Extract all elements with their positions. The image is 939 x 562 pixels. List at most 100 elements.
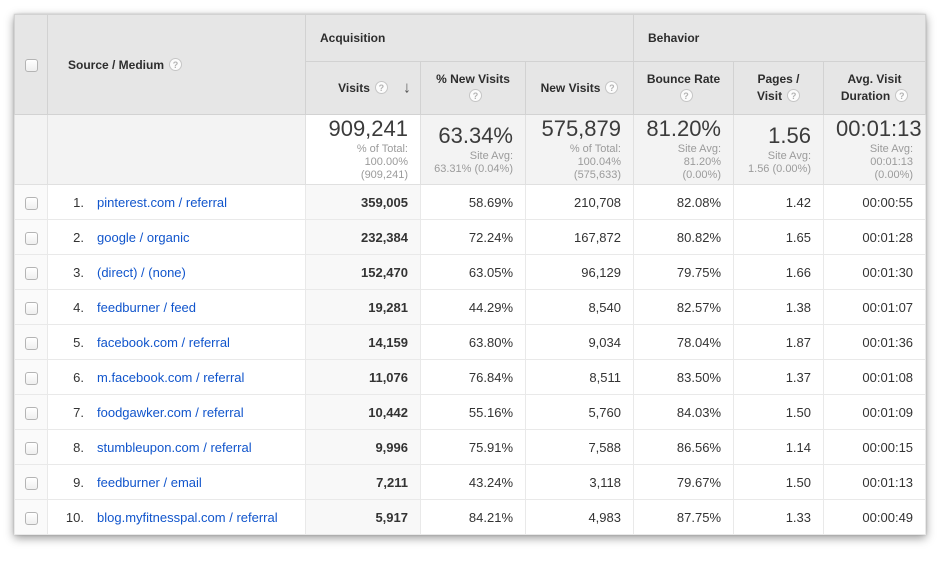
bounce-rate-cell: 84.03% [633, 394, 734, 430]
select-all-checkbox[interactable] [24, 58, 38, 72]
row-checkbox[interactable] [24, 231, 38, 245]
row-checkbox[interactable] [24, 196, 38, 210]
table-row: 5. facebook.com / referral 14,159 63.80% … [14, 324, 927, 360]
pct-new-visits-cell: 63.80% [420, 324, 526, 360]
row-rank: 10. [65, 509, 84, 525]
bounce-rate-cell: 83.50% [633, 359, 734, 395]
table-body: 1. pinterest.com / referral 359,005 58.69… [14, 184, 927, 535]
column-header-bounce-rate[interactable]: Bounce Rate? [633, 61, 734, 115]
source-medium-link[interactable]: blog.myfitnesspal.com / referral [97, 509, 278, 525]
row-rank: 7. [73, 404, 84, 420]
pages-visit-cell: 1.37 [733, 359, 824, 395]
summary-pct-new-subtext: Site Avg: 63.31% (0.04%) [434, 149, 513, 175]
source-medium-link[interactable]: feedburner / email [97, 474, 202, 490]
source-medium-link[interactable]: feedburner / feed [97, 299, 197, 315]
select-all-cell [14, 14, 48, 115]
pages-visit-cell: 1.33 [733, 499, 824, 535]
help-icon[interactable]: ? [787, 89, 801, 102]
bounce-rate-cell: 79.67% [633, 464, 734, 500]
sort-desc-icon: ↓ [403, 79, 411, 97]
avg-duration-cell: 00:00:49 [822, 499, 927, 535]
row-rank: 9. [73, 474, 84, 490]
summary-new-visits-subtext: % of Total: 100.04% (575,633) [569, 143, 621, 181]
summary-duration-value: 00:01:13 [836, 116, 922, 141]
summary-avg-duration: 00:01:13 Site Avg: 00:01:13 (0.00%) [822, 114, 927, 185]
column-header-visits[interactable]: Visits? ↓ [305, 61, 421, 115]
row-checkbox[interactable] [24, 371, 38, 385]
source-medium-link[interactable]: pinterest.com / referral [97, 194, 228, 210]
summary-new-visits-value: 575,879 [541, 116, 621, 141]
source-medium-link[interactable]: m.facebook.com / referral [97, 369, 245, 385]
help-icon[interactable]: ? [605, 80, 619, 94]
summary-visits: 909,241 % of Total: 100.00% (909,241) [305, 114, 421, 185]
column-header-pages-visit[interactable]: Pages / Visit? [733, 61, 824, 115]
bounce-rate-cell: 80.82% [633, 219, 734, 255]
new-visits-cell: 8,511 [525, 359, 634, 395]
pct-new-visits-cell: 43.24% [420, 464, 526, 500]
table-row: 8. stumbleupon.com / referral 9,996 75.91… [14, 429, 927, 465]
summary-pages-visit: 1.56 Site Avg: 1.56 (0.00%) [733, 114, 824, 185]
column-header-row: Visits? ↓ % New Visits? New Visits? Boun… [15, 61, 927, 115]
summary-pages-value: 1.56 [768, 122, 811, 148]
help-icon[interactable]: ? [469, 89, 482, 102]
pages-visit-cell: 1.66 [733, 254, 824, 290]
row-checkbox[interactable] [24, 406, 38, 420]
avg-duration-cell: 00:01:36 [822, 324, 927, 360]
summary-visits-value: 909,241 [328, 116, 408, 141]
column-header-pct-new-visits[interactable]: % New Visits? [420, 61, 526, 115]
help-icon[interactable]: ? [895, 89, 909, 102]
help-icon[interactable]: ? [169, 57, 183, 71]
source-medium-link[interactable]: (direct) / (none) [97, 264, 186, 280]
row-rank: 1. [73, 194, 84, 210]
column-header-source-medium[interactable]: Source / Medium? [47, 14, 306, 115]
table-row: 3. (direct) / (none) 152,470 63.05% 96,12… [14, 254, 927, 290]
new-visits-cell: 8,540 [525, 289, 634, 325]
pages-visit-cell: 1.38 [733, 289, 824, 325]
group-header-behavior: Behavior [632, 14, 927, 62]
visits-cell: 7,211 [305, 464, 421, 500]
source-medium-label: Source / Medium [68, 57, 165, 72]
row-checkbox[interactable] [24, 336, 38, 350]
avg-duration-cell: 00:01:30 [822, 254, 927, 290]
bounce-rate-cell: 79.75% [633, 254, 734, 290]
help-icon[interactable]: ? [374, 80, 388, 94]
row-checkbox[interactable] [24, 266, 38, 280]
summary-pages-subtext: Site Avg: 1.56 (0.00%) [748, 149, 811, 175]
source-medium-link[interactable]: stumbleupon.com / referral [97, 439, 252, 455]
new-visits-cell: 167,872 [525, 219, 634, 255]
source-medium-link[interactable]: google / organic [97, 229, 190, 245]
row-rank: 2. [73, 229, 84, 245]
new-visits-cell: 7,588 [525, 429, 634, 465]
visits-cell: 152,470 [305, 254, 421, 290]
pct-new-visits-cell: 55.16% [420, 394, 526, 430]
row-checkbox[interactable] [24, 441, 38, 455]
pct-new-visits-cell: 63.05% [420, 254, 526, 290]
bounce-rate-cell: 78.04% [633, 324, 734, 360]
row-checkbox[interactable] [24, 301, 38, 315]
row-rank: 4. [73, 299, 84, 315]
source-medium-link[interactable]: foodgawker.com / referral [97, 404, 244, 420]
column-header-avg-visit-duration[interactable]: Avg. Visit Duration? [822, 61, 927, 115]
new-visits-cell: 3,118 [525, 464, 634, 500]
pct-new-visits-cell: 72.24% [420, 219, 526, 255]
avg-duration-cell: 00:01:07 [822, 289, 927, 325]
checkbox-cell [14, 359, 48, 395]
pct-new-visits-cell: 84.21% [420, 499, 526, 535]
summary-duration-subtext: Site Avg: 00:01:13 (0.00%) [869, 143, 914, 181]
pct-new-visits-cell: 58.69% [420, 184, 526, 220]
source-medium-link[interactable]: facebook.com / referral [97, 334, 230, 350]
table-row: 9. feedburner / email 7,211 43.24% 3,118 … [14, 464, 927, 500]
row-checkbox[interactable] [24, 476, 38, 490]
row-checkbox[interactable] [24, 511, 38, 525]
summary-new-visits: 575,879 % of Total: 100.04% (575,633) [525, 114, 634, 185]
table-row: 1. pinterest.com / referral 359,005 58.69… [14, 184, 927, 220]
pages-visit-cell: 1.14 [733, 429, 824, 465]
help-icon[interactable]: ? [679, 89, 693, 102]
summary-source-cell [47, 114, 306, 185]
pages-visit-cell: 1.65 [733, 219, 824, 255]
avg-duration-cell: 00:01:28 [822, 219, 927, 255]
group-header-row: Source / Medium? Acquisition Behavior [14, 14, 927, 115]
avg-visit-duration-label: Avg. Visit Duration [840, 72, 902, 103]
column-header-new-visits[interactable]: New Visits? [525, 61, 634, 115]
